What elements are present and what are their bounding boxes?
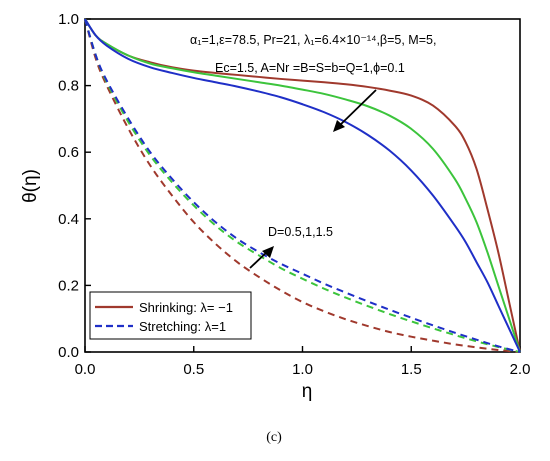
x-tick-label: 1.0	[292, 361, 313, 378]
trend-arrow-dashed	[249, 246, 274, 269]
y-tick-label: 0.4	[58, 211, 79, 228]
legend-box	[89, 291, 252, 340]
legend-label-shrinking: Shrinking: λ= −1	[139, 300, 233, 315]
y-tick-label: 1.0	[58, 11, 79, 28]
x-tick-label: 1.5	[401, 361, 422, 378]
y-tick-label: 0.0	[58, 344, 79, 361]
x-axis-title: η	[302, 381, 313, 402]
d-annotation: D=0.5,1,1.5	[268, 225, 333, 239]
x-tick-label: 2.0	[510, 361, 531, 378]
stretching-curve-d-1	[84, 18, 521, 353]
legend: Shrinking: λ= −1 Stretching: λ=1	[89, 291, 252, 340]
stretching-curve-d-1-5	[84, 18, 521, 353]
x-tick-label: 0.5	[183, 361, 204, 378]
y-tick-label: 0.2	[58, 277, 79, 294]
y-axis-title: θ(η)	[20, 169, 41, 203]
parameter-text-line1: α₁=1,ε=78.5, Pr=21, λ₁=6.4×10⁻¹⁴,β=5, M=…	[190, 33, 436, 47]
shrinking-curve-d-1-5	[84, 18, 521, 353]
legend-label-stretching: Stretching: λ=1	[139, 319, 226, 334]
shrinking-curve-d-1	[84, 18, 521, 353]
x-tick-label: 0.0	[75, 361, 96, 378]
y-tick-label: 0.6	[58, 144, 79, 161]
data-series	[84, 18, 521, 353]
axis-ticks: 0.0 0.5 1.0 1.5 2.0 0.0 0.2 0.4 0.6 0.8 1.0	[58, 11, 530, 378]
trend-arrow-solid	[333, 89, 377, 132]
parameter-text-line2: Ec=1.5, A=Nr =B=S=b=Q=1,ϕ=0.1	[215, 61, 405, 75]
shrinking-curve-d-0-5	[84, 18, 521, 353]
figure-caption: (c)	[266, 430, 282, 445]
y-tick-label: 0.8	[58, 78, 79, 95]
